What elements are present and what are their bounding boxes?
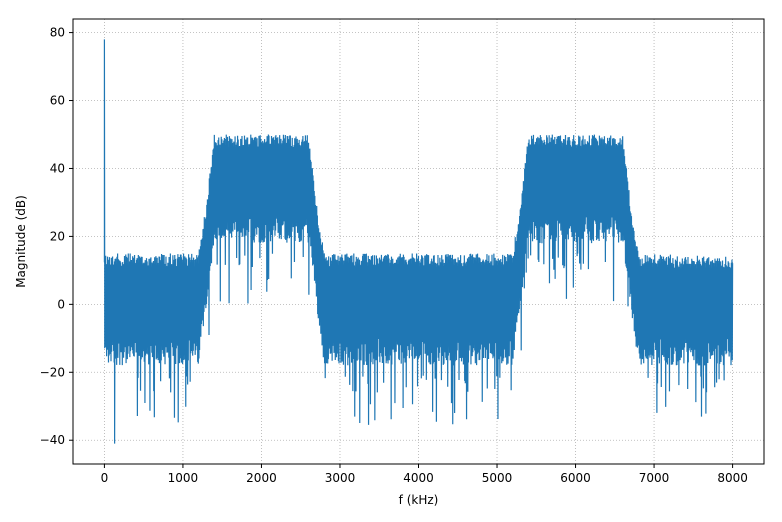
x-tick-label: 6000 bbox=[560, 471, 591, 485]
x-tick-label: 0 bbox=[101, 471, 109, 485]
grid bbox=[73, 19, 764, 464]
x-tick-label: 2000 bbox=[246, 471, 277, 485]
x-tick-label: 5000 bbox=[482, 471, 513, 485]
y-axis-label: Magnitude (dB) bbox=[14, 195, 28, 288]
x-axis-label: f (kHz) bbox=[399, 493, 439, 507]
x-tick-label: 7000 bbox=[639, 471, 670, 485]
y-tick-label: 80 bbox=[50, 26, 65, 40]
y-tick-label: −40 bbox=[40, 433, 65, 447]
x-tick-label: 3000 bbox=[325, 471, 356, 485]
y-tick-label: 60 bbox=[50, 94, 65, 108]
y-tick-label: 40 bbox=[50, 161, 65, 175]
y-tick-label: −20 bbox=[40, 365, 65, 379]
x-tick-label: 1000 bbox=[168, 471, 199, 485]
y-tick-label: 20 bbox=[50, 229, 65, 243]
x-tick-label: 8000 bbox=[717, 471, 748, 485]
ticks: 0 1000 2000 3000 4000 5000 6000 7000 8000 −40 −20 0… bbox=[40, 26, 748, 485]
x-tick-label: 4000 bbox=[403, 471, 434, 485]
plot-area bbox=[103, 39, 734, 444]
spectrum-line bbox=[103, 39, 734, 444]
y-tick-label: 0 bbox=[57, 297, 65, 311]
